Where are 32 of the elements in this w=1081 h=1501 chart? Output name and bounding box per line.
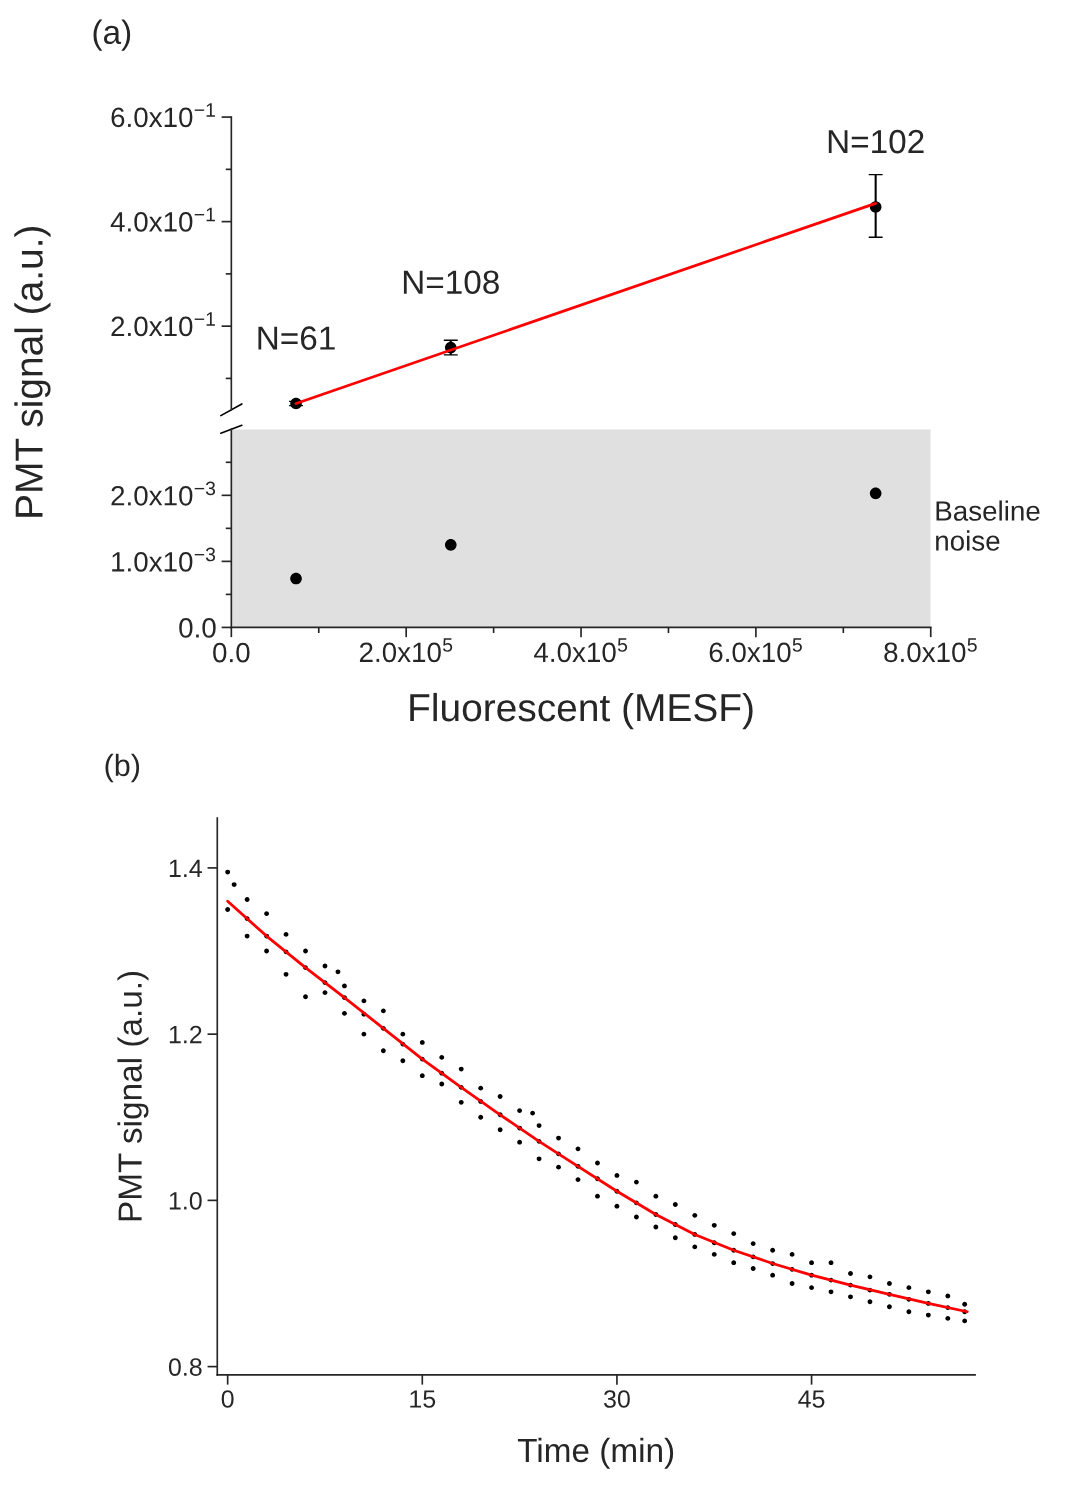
chart-title: (a): [93, 19, 131, 51]
annotation: N=102: [828, 129, 924, 154]
point: [444, 539, 457, 551]
y-tick-label: 2.0x10$^{−1}$: [111, 312, 215, 337]
x-tick-label: 4.0x10$^{5}$: [534, 638, 628, 663]
y-tick-label: 1.2: [169, 1025, 202, 1044]
y-axis-title: PMT signal (a.u.): [117, 971, 149, 1221]
point: [869, 487, 882, 500]
x-axis-title: Fluorescent (MESF): [410, 692, 753, 730]
y-tick-label: 2.0x10$^{−3}$: [111, 481, 216, 506]
x-tick-label: 6.0x10$^{5}$: [709, 638, 802, 663]
x-tick-label: 45: [798, 1390, 825, 1408]
x-tick-label: 8.0x10$^{5}$: [884, 638, 977, 663]
y-tick-label: 4.0x10$^{−1}$: [110, 207, 215, 232]
point: [290, 572, 302, 585]
y-tick-label: 0.0: [179, 618, 216, 638]
x-tick-label: 15: [410, 1390, 436, 1408]
y-tick-label: 0.8: [168, 1358, 202, 1376]
x-axis-title: Time (min): [517, 1437, 674, 1469]
chart-title: (b): [105, 753, 140, 783]
x-tick-label: 30: [603, 1390, 630, 1408]
x-tick-label: 2.0x10$^{5}$: [359, 638, 453, 663]
y-tick-label: 6.0x10$^{−1}$: [111, 103, 215, 128]
annotation: N=61: [258, 326, 335, 350]
y-tick-label: 1.0: [169, 1191, 202, 1210]
y-axis-title: PMT signal (a.u.): [14, 226, 51, 517]
y-tick-label: 1.0x10$^{−3}$: [112, 547, 216, 572]
band-label: Baseline noise: [936, 500, 1040, 551]
y-tick-label: 1.4: [169, 859, 202, 877]
x-tick-label: 0.0: [213, 642, 250, 663]
x-tick-label: 0: [221, 1390, 234, 1408]
annotation: N=108: [403, 270, 499, 295]
